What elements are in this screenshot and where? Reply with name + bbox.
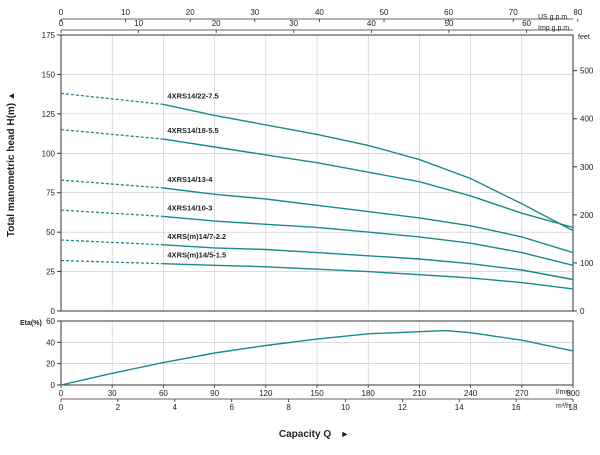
labels-layer: 4XRS14/22-7.5 4XRS14/18-5.5 4XRS14/13-4 4XR…: [167, 91, 226, 259]
eta-curve: [60, 329, 574, 386]
head-axis-title: Total manometric head H(m): [6, 103, 17, 237]
series-layer: [60, 92, 574, 386]
series-label-3: 4XRS14/13-4: [167, 175, 213, 184]
m3h-tick-label: 2: [116, 403, 121, 412]
top-axis-imp-unit: Imp g.p.m: [538, 25, 569, 32]
imp-gpm-tick-label: 60: [522, 19, 531, 28]
imp-gpm-tick-label: 20: [212, 19, 221, 28]
head-axis-marker: ▲: [6, 92, 16, 101]
eta-y-tick-label: 60: [46, 317, 55, 326]
us-gpm-tick-label: 20: [186, 8, 195, 17]
m3h-tick-label: 10: [341, 403, 350, 412]
lmin-tick-label: 270: [515, 389, 529, 398]
feet-tick-label: 200: [580, 211, 594, 220]
us-gpm-tick-label: 60: [444, 8, 453, 17]
head-curve-dashed-2: [60, 128, 164, 140]
head-curve-6: [163, 263, 574, 290]
imp-gpm-tick-label: 0: [59, 19, 64, 28]
head-y-tick-label: 125: [42, 110, 56, 119]
right-axis-unit: feet: [578, 34, 590, 41]
head-curve-dashed-1: [60, 92, 164, 106]
lmin-tick-label: 210: [413, 389, 427, 398]
series-label-6: 4XRS(m)14/5-1.5: [167, 251, 226, 260]
head-curve-1: [163, 103, 574, 232]
us-gpm-tick-label: 40: [315, 8, 324, 17]
x-axis-lmin-unit: l/min: [556, 389, 571, 396]
head-y-tick-label: 175: [42, 31, 56, 40]
imp-gpm-tick-label: 40: [367, 19, 376, 28]
head-plot-frame: [60, 34, 574, 312]
eta-y-tick-label: 40: [46, 338, 55, 347]
x-axis-title: Capacity Q: [279, 429, 331, 440]
us-gpm-tick-label: 0: [59, 8, 64, 17]
m3h-tick-label: 18: [569, 403, 578, 412]
m3h-tick-label: 0: [59, 403, 64, 412]
us-gpm-tick-label: 80: [573, 8, 582, 17]
m3h-tick-label: 8: [286, 403, 291, 412]
series-label-5: 4XRS(m)14/7-2.2: [167, 232, 226, 241]
lmin-tick-label: 0: [59, 389, 64, 398]
lmin-tick-label: 90: [210, 389, 219, 398]
m3h-tick-label: 12: [398, 403, 407, 412]
m3h-tick-label: 14: [455, 403, 464, 412]
eta-y-tick-label: 20: [46, 360, 55, 369]
top-axis-us-unit: US g.p.m: [538, 14, 567, 21]
head-y-tick-label: 100: [42, 149, 56, 158]
m3h-tick-label: 6: [229, 403, 234, 412]
us-gpm-tick-label: 70: [509, 8, 518, 17]
m3h-tick-label: 16: [512, 403, 521, 412]
series-label-1: 4XRS14/22-7.5: [167, 91, 218, 100]
feet-tick-label: 300: [580, 163, 594, 172]
lmin-tick-label: 30: [108, 389, 117, 398]
eta-y-tick-label: 0: [51, 381, 56, 390]
series-label-4: 4XRS14/10-3: [167, 203, 212, 212]
us-gpm-tick-label: 30: [250, 8, 259, 17]
eta-axis-title: Eta(%): [20, 320, 42, 327]
imp-gpm-tick-label: 10: [134, 19, 143, 28]
feet-tick-label: 0: [580, 307, 585, 316]
head-y-tick-label: 75: [46, 189, 55, 198]
head-y-tick-label: 0: [51, 307, 56, 316]
imp-gpm-tick-label: 50: [444, 19, 453, 28]
feet-tick-label: 100: [580, 259, 594, 268]
feet-tick-label: 400: [580, 115, 594, 124]
m3h-tick-label: 4: [173, 403, 178, 412]
us-gpm-tick-label: 50: [380, 8, 389, 17]
lmin-tick-label: 60: [159, 389, 168, 398]
series-label-2: 4XRS14/18-5.5: [167, 126, 218, 135]
head-curve-5: [163, 244, 574, 281]
lmin-tick-label: 300: [566, 389, 580, 398]
head-curve-2: [163, 138, 574, 229]
head-curve-dashed-4: [60, 209, 164, 218]
head-curve-dashed-3: [60, 179, 164, 189]
feet-tick-label: 500: [580, 67, 594, 76]
head-curve-3: [163, 187, 574, 254]
lmin-tick-label: 240: [464, 389, 478, 398]
lmin-tick-label: 150: [310, 389, 324, 398]
head-y-tick-label: 50: [46, 228, 55, 237]
head-y-tick-label: 25: [46, 268, 55, 277]
x-axis-marker: ►: [341, 429, 350, 439]
imp-gpm-tick-label: 30: [289, 19, 298, 28]
us-gpm-tick-label: 10: [121, 8, 130, 17]
lmin-tick-label: 180: [362, 389, 376, 398]
x-axis-m3h-unit: m³/h: [556, 403, 570, 410]
head-curve-dashed-6: [60, 259, 164, 265]
grid-layer: [61, 35, 573, 385]
head-curve-dashed-5: [60, 239, 164, 246]
head-y-tick-label: 150: [42, 70, 56, 79]
head-curve-4: [163, 215, 574, 266]
lmin-tick-label: 120: [259, 389, 273, 398]
